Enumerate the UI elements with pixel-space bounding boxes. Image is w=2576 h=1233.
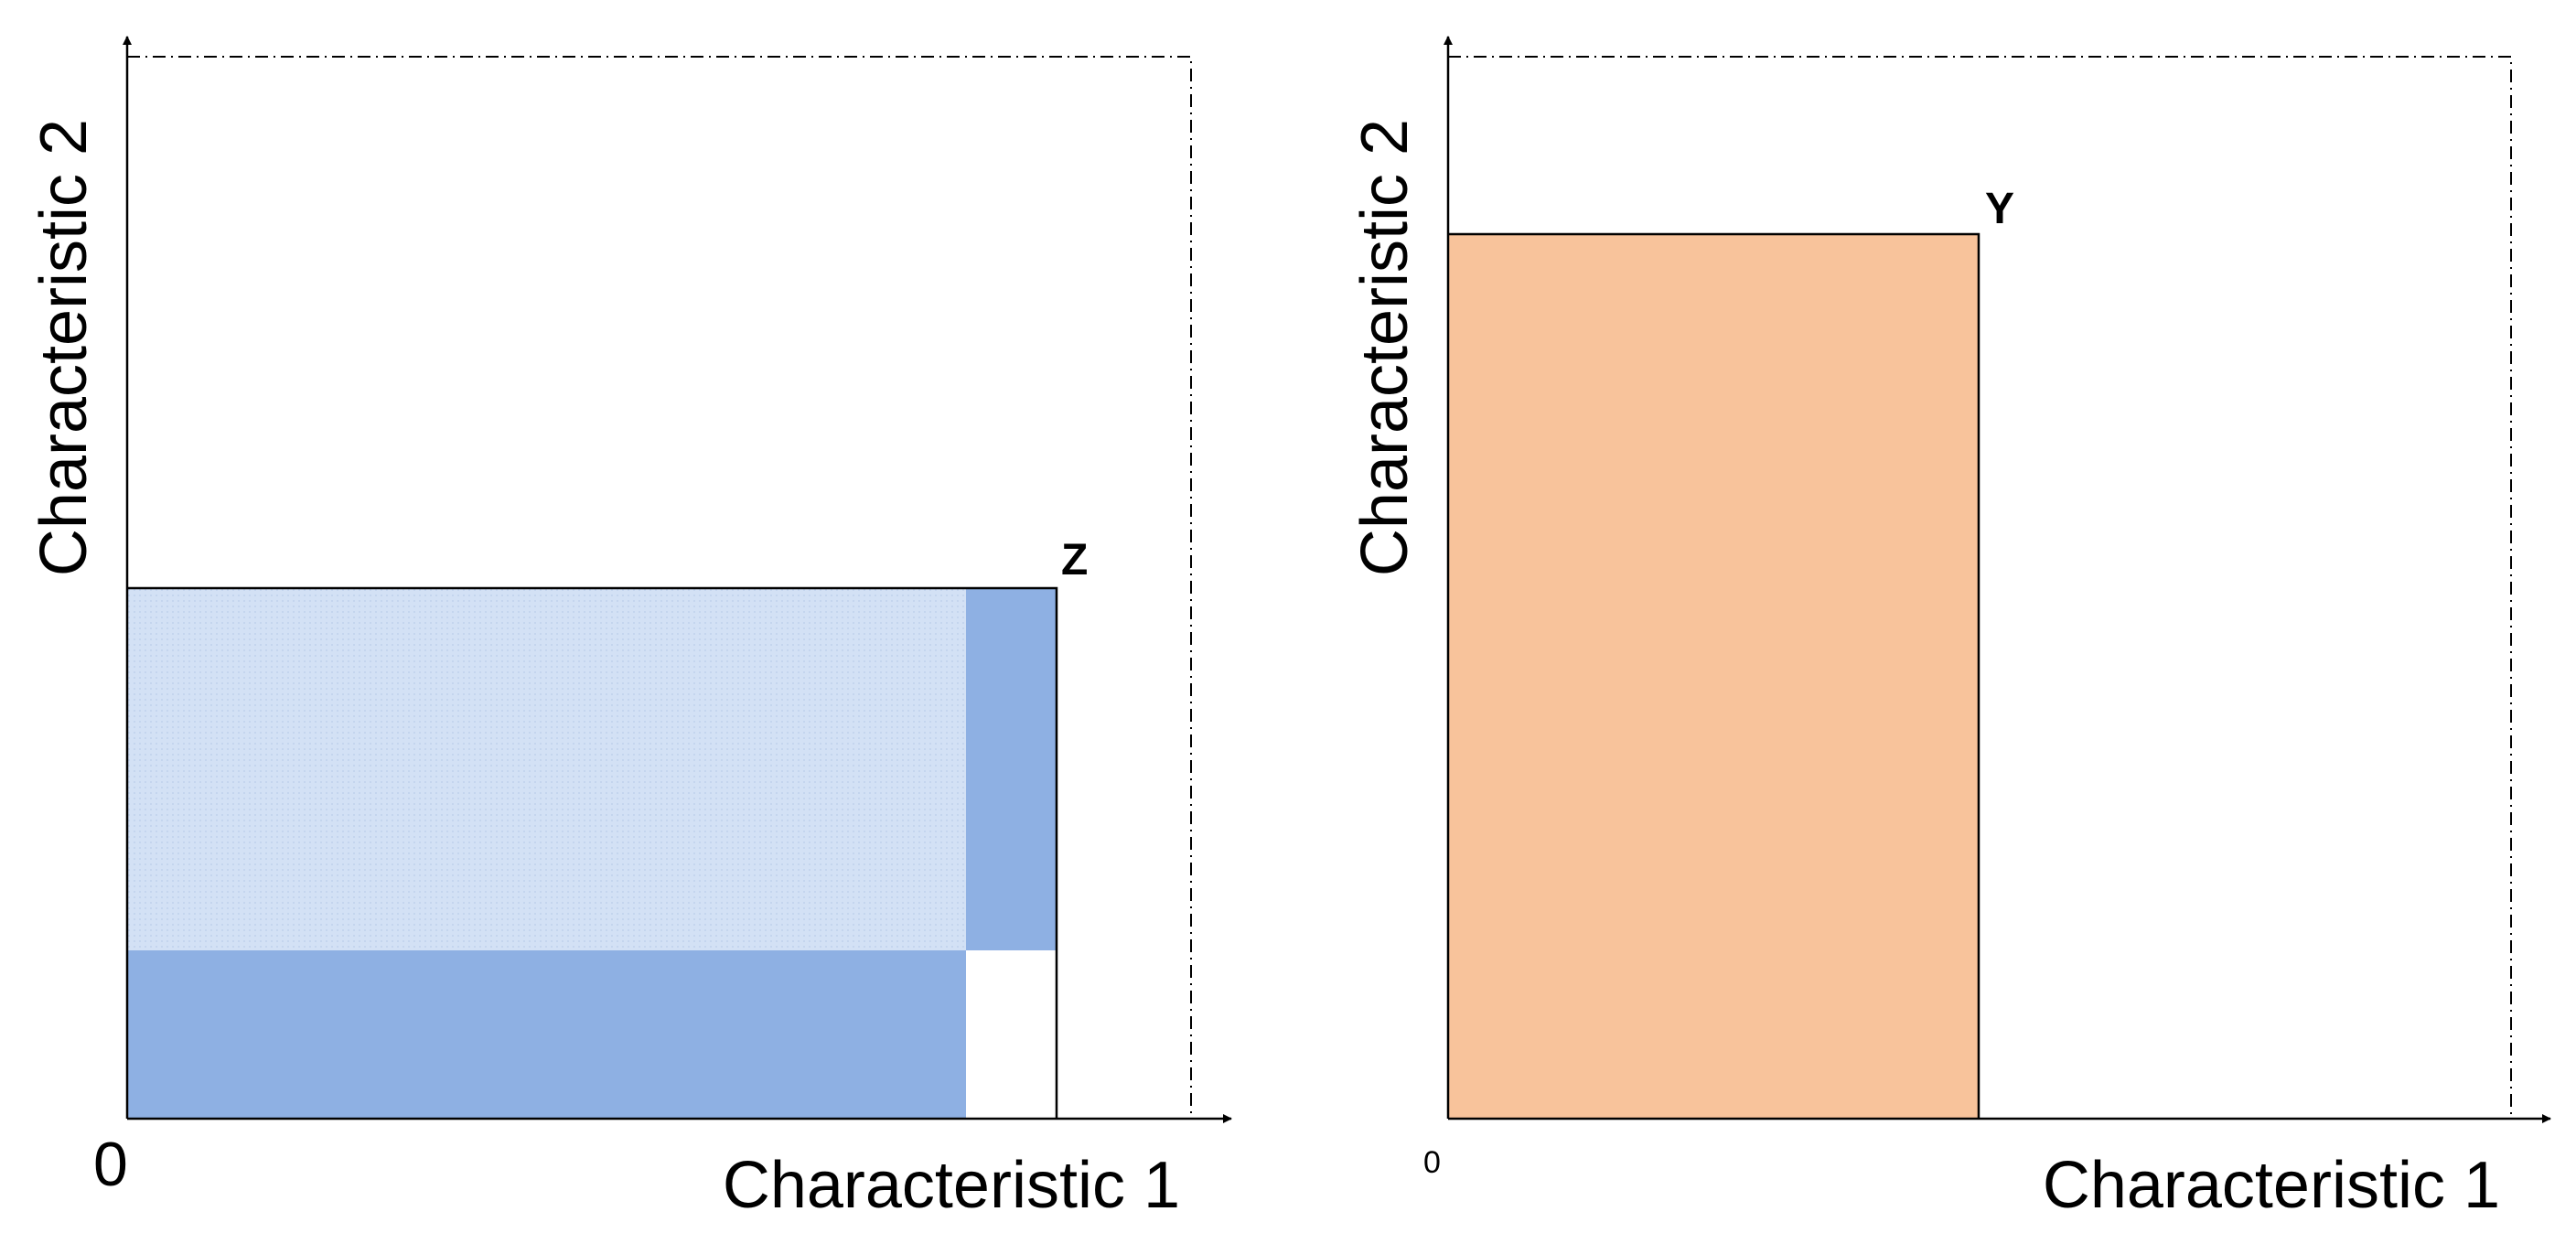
origin-label: 0 <box>93 1130 128 1199</box>
boundary-dashdot <box>127 56 1192 1119</box>
left-panel: Characteristic 2 Characteristic 1 0 Z <box>27 36 1232 1222</box>
region-outline <box>127 586 1058 1119</box>
right-panel: Characteristic 2 Characteristic 1 0 Y <box>1348 36 2551 1222</box>
x-axis-label: Characteristic 1 <box>723 1149 1180 1222</box>
region-outline <box>1448 232 1980 1119</box>
light-region <box>127 588 966 950</box>
y-axis-label: Characteristic 2 <box>1348 119 1422 576</box>
x-axis-label: Characteristic 1 <box>2043 1149 2500 1222</box>
origin-label: 0 <box>1423 1145 1441 1180</box>
y-axis-label: Characteristic 2 <box>27 119 101 576</box>
right-strip-region <box>966 588 1057 950</box>
boundary-dashdot <box>1448 56 2512 1119</box>
point-label-y: Y <box>1985 185 2014 233</box>
bottom-strip-region <box>127 950 966 1119</box>
region-y <box>1448 234 1979 1119</box>
point-label-z: Z <box>1061 536 1088 584</box>
